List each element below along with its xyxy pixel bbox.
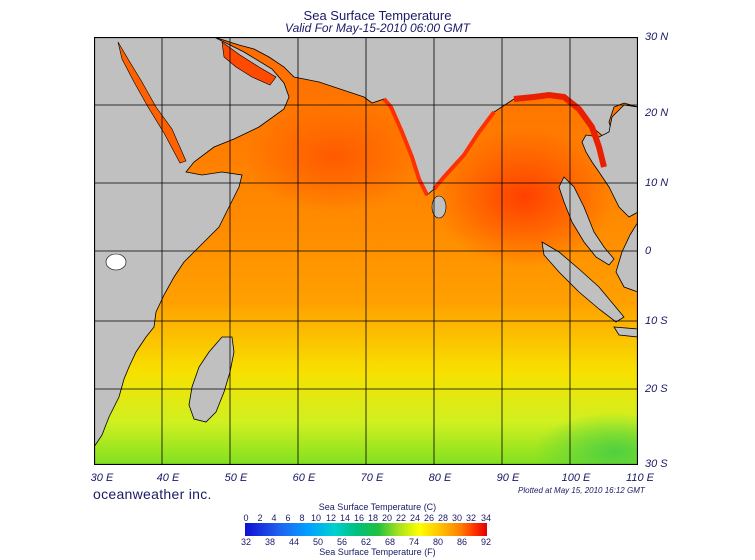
f-tick: 56 xyxy=(336,537,348,547)
lon-label-80e: 80 E xyxy=(428,472,452,484)
java xyxy=(613,326,638,338)
c-tick: 22 xyxy=(395,513,407,523)
brand-logo-text: oceanweather inc. xyxy=(93,486,212,502)
map-subtitle: Valid For May-15-2010 06:00 GMT xyxy=(285,21,470,35)
sst-map-canvas xyxy=(94,37,638,465)
c-tick: 12 xyxy=(325,513,337,523)
lon-label-110e: 110 E xyxy=(626,472,654,484)
legend-title-fahrenheit: Sea Surface Temperature (F) xyxy=(319,547,436,557)
sst-map[interactable] xyxy=(94,37,638,465)
lon-label-60e: 60 E xyxy=(292,472,316,484)
c-tick: 0 xyxy=(243,513,249,523)
sumatra xyxy=(541,241,625,323)
c-tick: 28 xyxy=(437,513,449,523)
lat-label-30s: 30 S xyxy=(645,458,668,470)
lat-label-20n: 20 N xyxy=(645,107,669,119)
c-tick: 24 xyxy=(409,513,421,523)
lon-label-50e: 50 E xyxy=(224,472,248,484)
c-tick: 20 xyxy=(381,513,393,523)
southeast-asia-landmass xyxy=(581,104,638,218)
map-title: Sea Surface Temperature xyxy=(303,8,452,23)
lon-label-40e: 40 E xyxy=(156,472,180,484)
lon-label-100e: 100 E xyxy=(561,472,591,484)
f-tick: 74 xyxy=(408,537,420,547)
lat-label-20s: 20 S xyxy=(645,383,668,395)
malay-peninsula xyxy=(558,176,615,266)
c-tick: 14 xyxy=(339,513,351,523)
c-tick: 10 xyxy=(310,513,322,523)
c-tick: 4 xyxy=(271,513,277,523)
lon-label-90e: 90 E xyxy=(496,472,520,484)
sri-lanka xyxy=(431,195,447,219)
c-tick: 2 xyxy=(257,513,263,523)
f-tick: 38 xyxy=(264,537,276,547)
lon-label-30e: 30 E xyxy=(90,472,114,484)
c-tick: 34 xyxy=(480,513,492,523)
f-tick: 62 xyxy=(360,537,372,547)
plotted-timestamp: Plotted at May 15, 2010 16:12 GMT xyxy=(518,486,645,495)
africa-arabia-landmass xyxy=(94,37,290,448)
f-tick: 44 xyxy=(288,537,300,547)
borneo xyxy=(615,221,638,293)
f-tick: 68 xyxy=(384,537,396,547)
c-tick: 30 xyxy=(451,513,463,523)
lon-label-70e: 70 E xyxy=(360,472,384,484)
map-border xyxy=(94,37,638,465)
lat-label-10s: 10 S xyxy=(645,315,668,327)
red-sea xyxy=(117,41,187,164)
lat-label-equator: 0 xyxy=(645,245,652,257)
c-tick: 6 xyxy=(285,513,291,523)
c-tick: 16 xyxy=(353,513,365,523)
c-tick: 18 xyxy=(367,513,379,523)
f-tick: 86 xyxy=(456,537,468,547)
c-tick: 26 xyxy=(423,513,435,523)
coastal-hot-band-india-west xyxy=(382,97,429,196)
map-grid xyxy=(94,37,638,465)
lake-victoria xyxy=(105,253,127,271)
lat-label-30n: 30 N xyxy=(645,31,669,43)
bay-of-bengal-hot-zone xyxy=(434,127,614,267)
f-tick: 92 xyxy=(480,537,492,547)
lat-label-10n: 10 N xyxy=(645,177,669,189)
coastal-hot-band-burma xyxy=(513,91,607,168)
f-tick: 50 xyxy=(312,537,324,547)
persian-gulf xyxy=(221,41,277,86)
southeast-cool-zone xyxy=(534,412,638,465)
temperature-colorbar xyxy=(245,523,487,536)
legend-title-celsius: Sea Surface Temperature (C) xyxy=(318,502,437,512)
f-tick: 32 xyxy=(240,537,252,547)
coastal-hot-band-india-east xyxy=(432,110,496,191)
f-tick: 80 xyxy=(432,537,444,547)
c-tick: 32 xyxy=(465,513,477,523)
madagascar xyxy=(188,336,235,423)
c-tick: 8 xyxy=(299,513,305,523)
arabian-sea-warm-zone xyxy=(244,102,424,212)
